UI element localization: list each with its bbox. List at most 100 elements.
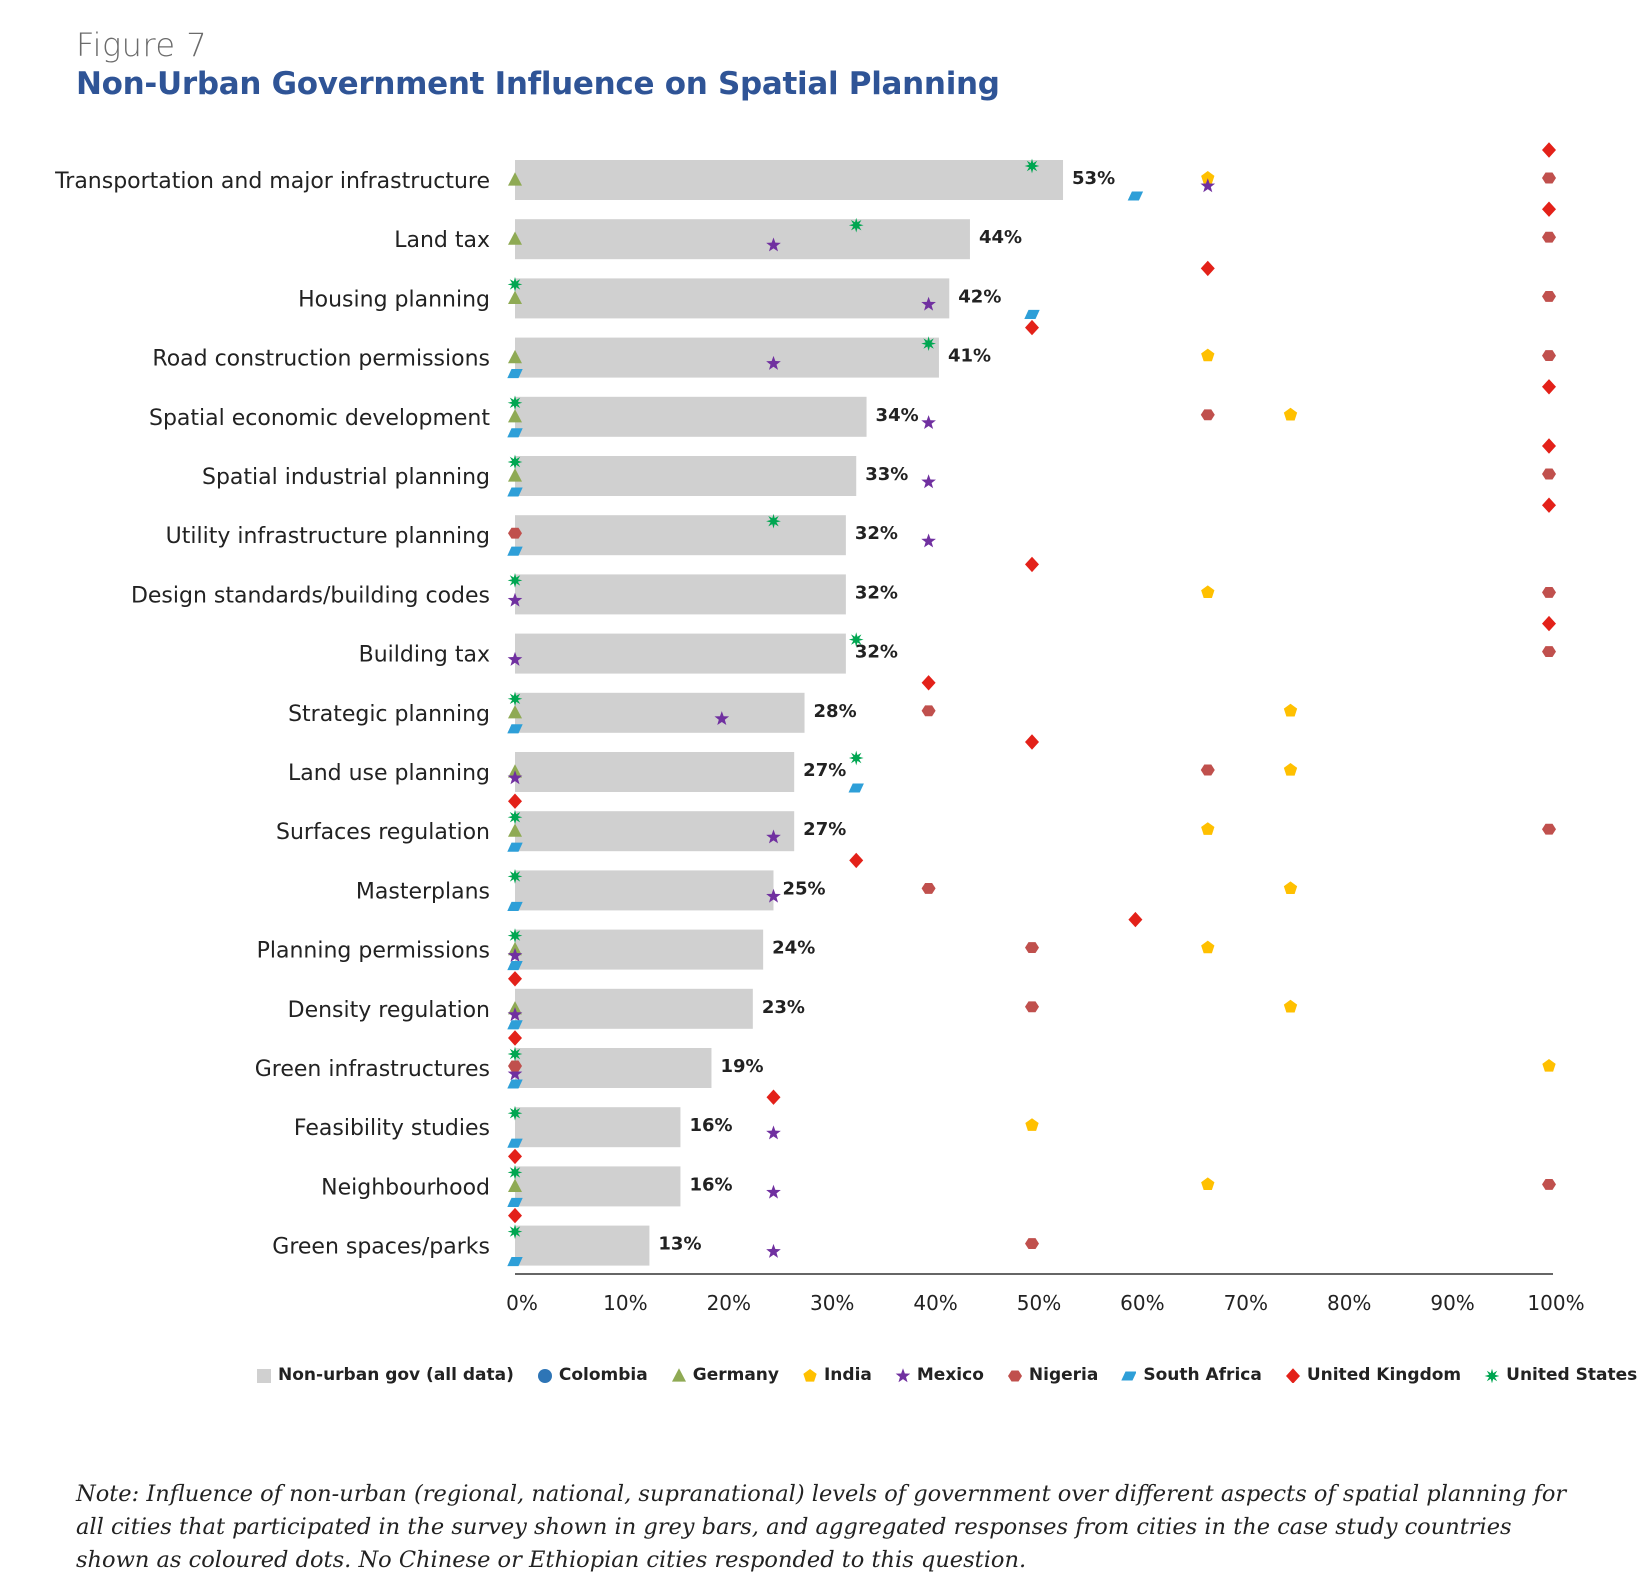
marker-nigeria (1542, 823, 1556, 835)
bar-surfaces-regulation (515, 811, 795, 852)
data-label: 16% (689, 1115, 732, 1136)
category-label: Surfaces regulation (276, 820, 490, 845)
marker-south-africa (507, 1020, 523, 1030)
marker-south-africa (507, 369, 523, 379)
marker-south-africa (507, 961, 523, 971)
marker-germany (508, 172, 522, 186)
category-label: Masterplans (356, 879, 490, 904)
legend-item-non-urban-gov-all-data: Non-urban gov (all data) (255, 1365, 514, 1385)
data-label: 13% (658, 1234, 701, 1255)
marker-united-states (507, 1105, 523, 1121)
legend-marker-united-kingdom (1285, 1368, 1300, 1383)
marker-united-kingdom (1025, 556, 1039, 573)
marker-united-kingdom (1200, 260, 1215, 277)
marker-mexico (921, 533, 936, 548)
marker-nigeria (1542, 172, 1556, 184)
bar-density-regulation (515, 988, 753, 1029)
marker-nigeria (1025, 1238, 1039, 1250)
data-label: 32% (855, 582, 898, 603)
marker-united-kingdom (1128, 911, 1143, 928)
chart-legend: Non-urban gov (all data) Colombia Germany I… (255, 1362, 1637, 1388)
bar-design-standards-building-codes (515, 574, 846, 615)
marker-nigeria (1542, 468, 1556, 480)
marker-united-states (507, 454, 523, 470)
x-tick-label: 30% (810, 1291, 854, 1315)
marker-south-africa (507, 724, 523, 734)
legend-item-united-states: United States (1483, 1365, 1637, 1385)
data-label: 32% (855, 523, 898, 544)
marker-united-kingdom (1542, 438, 1556, 454)
marker-mexico (766, 355, 781, 370)
data-label: 19% (720, 1056, 763, 1077)
marker-india (1201, 171, 1215, 184)
legend-item-nigeria: Nigeria (1006, 1365, 1098, 1385)
category-label: Planning permissions (257, 939, 490, 964)
data-label: 23% (762, 997, 805, 1018)
category-label: Green infrastructures (255, 1057, 490, 1082)
marker-mexico (507, 770, 523, 785)
marker-united-states (507, 1224, 523, 1239)
marker-india (1201, 1177, 1215, 1191)
bar-spatial-industrial-planning (515, 456, 857, 496)
marker-united-kingdom (921, 675, 936, 691)
marker-germany (508, 290, 522, 304)
marker-mexico (507, 1007, 523, 1022)
marker-nigeria (1542, 1178, 1556, 1190)
bar-strategic-planning (515, 692, 805, 733)
legend-label: Germany (692, 1365, 779, 1385)
marker-nigeria (921, 705, 936, 717)
marker-united-states (507, 928, 523, 943)
legend-label: Nigeria (1028, 1365, 1099, 1385)
chart-title: Non-Urban Government Influence on Spatia… (76, 66, 1000, 102)
legend-item-germany: Germany (670, 1365, 779, 1385)
marker-united-kingdom (1542, 379, 1556, 395)
marker-mexico (766, 237, 781, 252)
marker-india (1201, 940, 1215, 954)
marker-mexico (714, 711, 730, 726)
marker-nigeria (1542, 586, 1556, 598)
category-label: Neighbourhood (321, 1175, 490, 1200)
legend-marker-nigeria (1007, 1370, 1022, 1382)
x-tick-label: 80% (1327, 1291, 1371, 1315)
category-label: Feasibility studies (294, 1116, 490, 1141)
marker-india (1542, 1059, 1556, 1072)
marker-nigeria (1542, 350, 1556, 362)
legend-label: Mexico (916, 1365, 984, 1385)
category-label: Utility infrastructure planning (166, 524, 490, 549)
legend-label: United Kingdom (1306, 1365, 1462, 1385)
marker-south-africa (1024, 309, 1040, 319)
category-label: Spatial industrial planning (202, 465, 490, 490)
category-label: Road construction permissions (152, 347, 490, 372)
marker-united-kingdom (849, 852, 864, 869)
bar-land-tax (515, 219, 970, 260)
marker-united-states (507, 277, 523, 292)
marker-mexico (1200, 178, 1216, 193)
bar-utility-infrastructure-planning (515, 515, 846, 556)
legend-marker-south-africa (1121, 1371, 1137, 1381)
marker-united-states (848, 750, 864, 766)
marker-nigeria (1542, 646, 1556, 658)
marker-south-africa (507, 428, 523, 438)
marker-united-kingdom (508, 1207, 522, 1224)
chart-area: Transportation and major infrastructure 5… (54, 142, 1585, 1315)
marker-mexico (921, 474, 936, 489)
legend-marker-mexico (895, 1368, 910, 1383)
marker-united-kingdom (508, 1148, 522, 1165)
legend-marker-india (803, 1369, 817, 1382)
marker-nigeria (921, 882, 936, 894)
legend-item-south-africa: South Africa (1120, 1365, 1262, 1385)
marker-nigeria (1542, 231, 1556, 243)
marker-india (1283, 881, 1298, 895)
marker-nigeria (508, 1060, 522, 1072)
marker-nigeria (1200, 764, 1215, 776)
marker-nigeria (1542, 290, 1556, 302)
legend-marker-non-urban-gov-all-data (257, 1369, 271, 1383)
legend-item-united-kingdom: United Kingdom (1284, 1365, 1461, 1385)
figure-label: Figure 7 (76, 26, 208, 64)
data-label: 34% (876, 405, 919, 426)
marker-mexico (766, 888, 781, 903)
legend-marker-colombia (537, 1369, 552, 1383)
legend-marker-united-states (1484, 1368, 1500, 1383)
x-tick-label: 10% (603, 1291, 647, 1315)
marker-mexico (921, 296, 936, 311)
